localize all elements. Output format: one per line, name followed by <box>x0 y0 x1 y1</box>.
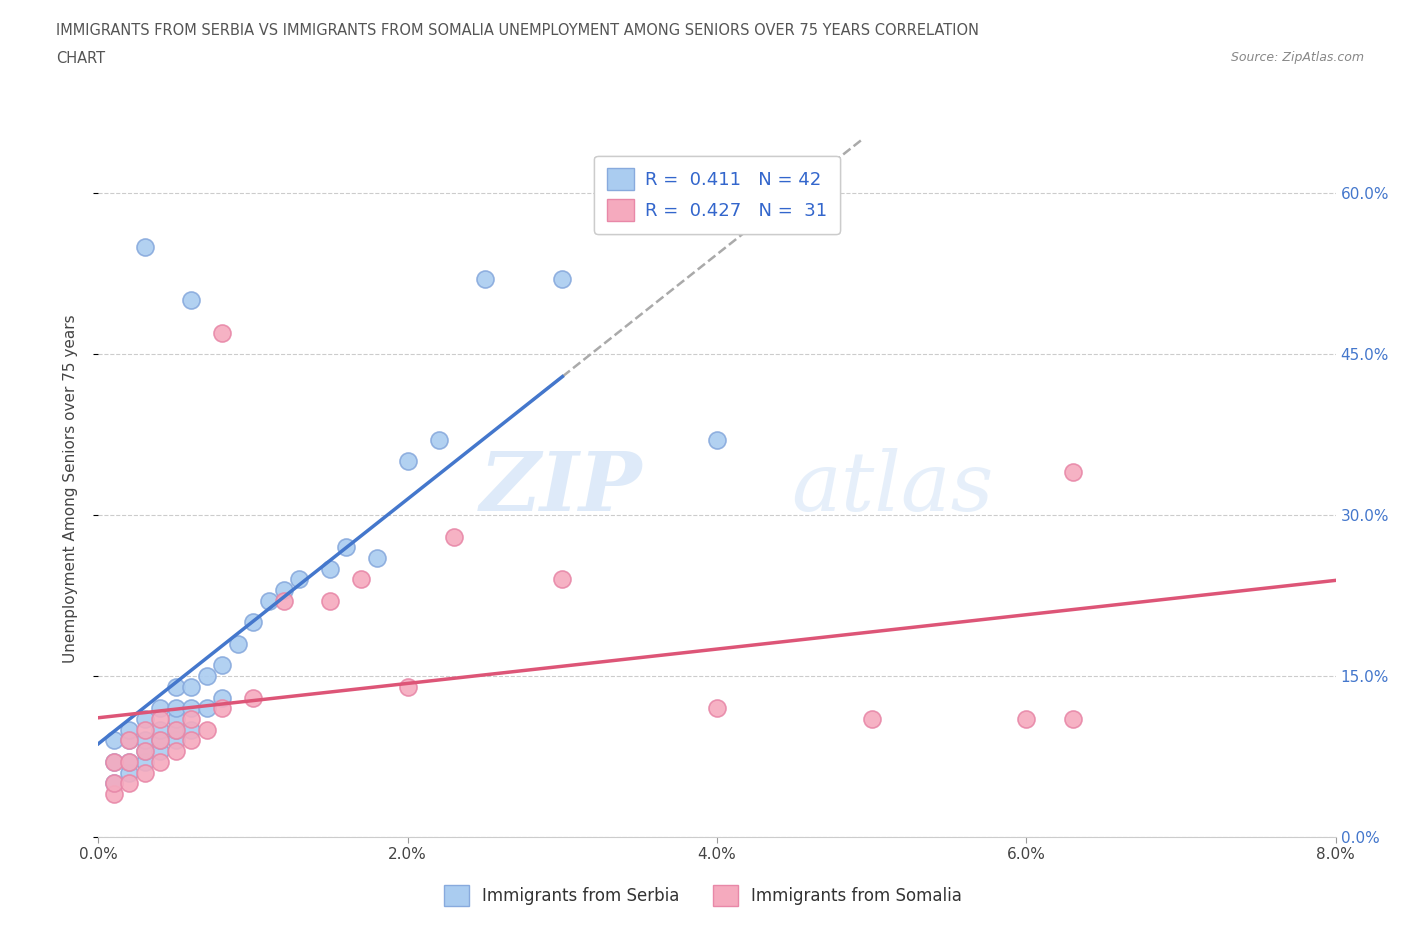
Point <box>242 615 264 630</box>
Legend: R =  0.411   N = 42, R =  0.427   N =  31: R = 0.411 N = 42, R = 0.427 N = 31 <box>595 155 839 233</box>
Point <box>149 701 172 716</box>
Text: Source: ZipAtlas.com: Source: ZipAtlas.com <box>1230 51 1364 64</box>
Point <box>118 754 141 769</box>
Point <box>165 701 187 716</box>
Point <box>103 754 125 769</box>
Point <box>211 326 233 340</box>
Point <box>118 776 141 790</box>
Point <box>134 744 156 759</box>
Point <box>474 272 496 286</box>
Point <box>226 636 249 651</box>
Point <box>165 733 187 748</box>
Point <box>149 733 172 748</box>
Point <box>118 765 141 780</box>
Point <box>319 562 342 577</box>
Point <box>180 723 202 737</box>
Point <box>443 529 465 544</box>
Point <box>180 711 202 726</box>
Point <box>1062 465 1084 480</box>
Text: ZIP: ZIP <box>481 448 643 528</box>
Point <box>350 572 373 587</box>
Point <box>1015 711 1038 726</box>
Text: IMMIGRANTS FROM SERBIA VS IMMIGRANTS FROM SOMALIA UNEMPLOYMENT AMONG SENIORS OVE: IMMIGRANTS FROM SERBIA VS IMMIGRANTS FRO… <box>56 23 979 38</box>
Point <box>860 711 883 726</box>
Point <box>165 723 187 737</box>
Point <box>149 733 172 748</box>
Point <box>706 432 728 447</box>
Point <box>195 701 218 716</box>
Point <box>103 733 125 748</box>
Point <box>149 711 172 726</box>
Point <box>427 432 450 447</box>
Point <box>242 690 264 705</box>
Point <box>134 733 156 748</box>
Point <box>134 744 156 759</box>
Point <box>134 239 156 254</box>
Point <box>103 754 125 769</box>
Point <box>118 733 141 748</box>
Point <box>273 593 295 608</box>
Point <box>211 658 233 672</box>
Point <box>118 733 141 748</box>
Point <box>273 583 295 598</box>
Point <box>149 754 172 769</box>
Y-axis label: Unemployment Among Seniors over 75 years: Unemployment Among Seniors over 75 years <box>63 314 77 662</box>
Text: CHART: CHART <box>56 51 105 66</box>
Point <box>134 765 156 780</box>
Point <box>195 723 218 737</box>
Point <box>180 701 202 716</box>
Point <box>257 593 280 608</box>
Point <box>551 272 574 286</box>
Point <box>134 754 156 769</box>
Point <box>149 723 172 737</box>
Point <box>195 669 218 684</box>
Point <box>149 744 172 759</box>
Point <box>134 723 156 737</box>
Point <box>288 572 311 587</box>
Legend: Immigrants from Serbia, Immigrants from Somalia: Immigrants from Serbia, Immigrants from … <box>437 879 969 912</box>
Point <box>1062 711 1084 726</box>
Point <box>103 776 125 790</box>
Point <box>211 690 233 705</box>
Point <box>165 723 187 737</box>
Point <box>103 787 125 802</box>
Point <box>396 679 419 694</box>
Point <box>396 454 419 469</box>
Point <box>335 539 357 554</box>
Point <box>118 754 141 769</box>
Point <box>180 733 202 748</box>
Point <box>551 572 574 587</box>
Point <box>319 593 342 608</box>
Point <box>165 679 187 694</box>
Text: atlas: atlas <box>792 448 994 528</box>
Point <box>165 744 187 759</box>
Point <box>165 711 187 726</box>
Point <box>211 701 233 716</box>
Point <box>103 776 125 790</box>
Point <box>180 293 202 308</box>
Point <box>366 551 388 565</box>
Point <box>706 701 728 716</box>
Point <box>118 723 141 737</box>
Point <box>180 679 202 694</box>
Point <box>134 711 156 726</box>
